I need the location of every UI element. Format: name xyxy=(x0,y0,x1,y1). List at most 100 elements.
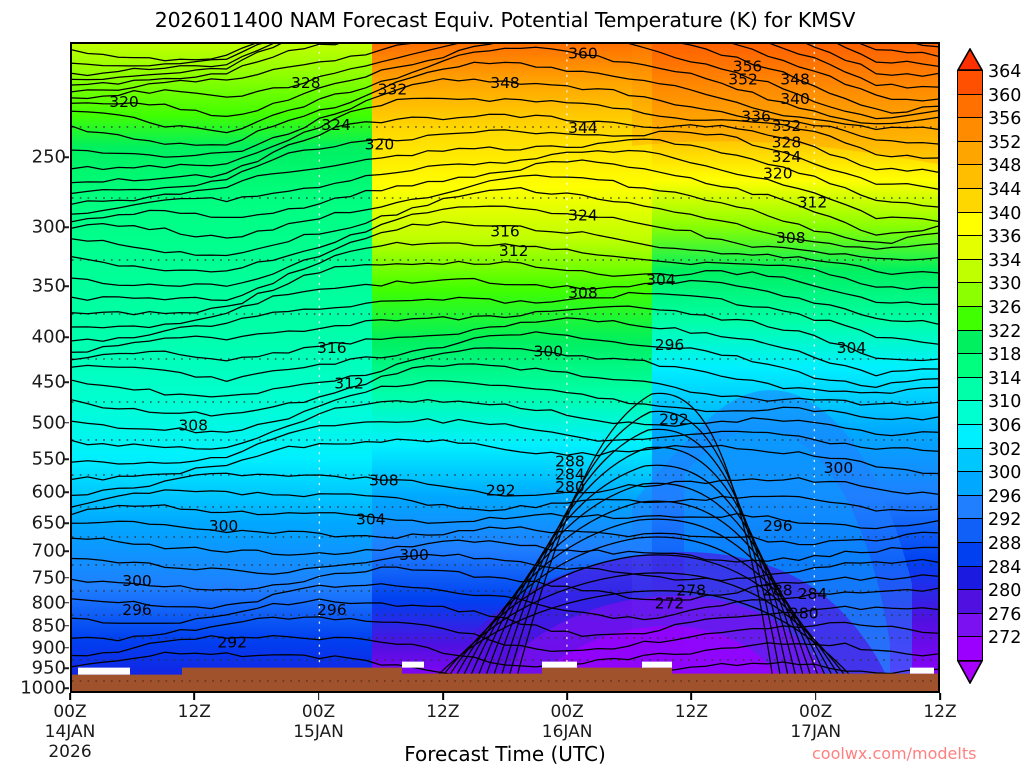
contour-label: 320 xyxy=(109,93,139,111)
contour-label-text: 300 xyxy=(824,459,854,477)
colorbar-tick-label: 272 xyxy=(988,628,1022,649)
contour-label-text: 332 xyxy=(378,80,408,98)
y-tick-label: 950 xyxy=(31,657,66,679)
y-tick-label: 1000 xyxy=(20,677,66,699)
contour-label-text: 304 xyxy=(646,271,676,289)
contour-label: 284 xyxy=(555,465,585,483)
y-tick-mark xyxy=(63,667,69,670)
colorbar-swatch xyxy=(957,93,983,119)
colorbar-swatch xyxy=(957,188,983,213)
colorbar-swatch xyxy=(957,494,983,520)
contour-label-text: 300 xyxy=(534,342,564,360)
colorbar-tick-label: 302 xyxy=(988,439,1022,460)
contour-label-text: 324 xyxy=(568,207,598,225)
contour-label: 356 xyxy=(733,58,763,76)
y-tick-label: 900 xyxy=(31,637,66,659)
contour-label: 328 xyxy=(772,133,802,151)
x-tick-mark xyxy=(566,693,568,700)
contour-label-text: 304 xyxy=(837,339,867,357)
contour-line xyxy=(72,260,938,316)
colorbar-swatch xyxy=(957,117,983,143)
contour-line xyxy=(72,438,938,481)
x-tick-day: 17JAN xyxy=(790,722,842,742)
contour-label-text: 320 xyxy=(365,135,395,153)
y-tick-label: 850 xyxy=(31,615,66,637)
contour-label: 284 xyxy=(798,585,828,603)
contour-line xyxy=(72,44,938,81)
contour-label-text: 284 xyxy=(555,465,585,483)
contour-label: 292 xyxy=(659,410,689,428)
x-tick-label-group: 00Z 15JAN xyxy=(293,702,344,742)
contour-line xyxy=(72,520,938,546)
contour-label: 332 xyxy=(772,117,802,135)
contour-line xyxy=(72,305,938,362)
contour-line xyxy=(72,537,938,563)
y-tick-mark xyxy=(63,226,69,228)
contour-line xyxy=(488,446,800,691)
contour-line xyxy=(72,44,938,120)
contour-line xyxy=(72,44,938,62)
contour-line xyxy=(72,277,938,329)
colorbar: 364 360 356 352 348 344 340 336 334 330 326 322 318 3… xyxy=(952,42,1024,685)
contour-label-text: 324 xyxy=(321,116,351,134)
x-tick-mark xyxy=(69,693,71,700)
x-tick-label-group: 12Z xyxy=(675,702,708,722)
x-tick-day: 15JAN xyxy=(293,722,344,742)
contour-line xyxy=(72,291,938,345)
colorbar-swatch xyxy=(957,424,983,449)
contour-lines xyxy=(72,44,938,691)
contour-line xyxy=(72,138,938,208)
contour-line xyxy=(512,392,776,691)
x-tick-mark xyxy=(690,693,693,700)
colorbar-swatch xyxy=(957,612,983,638)
contour-label-text: 312 xyxy=(499,242,529,260)
colorbar-swatch xyxy=(957,518,983,544)
contour-line xyxy=(72,129,938,195)
colorbar-tick-label: 352 xyxy=(988,132,1022,153)
x-tick-label-group: 00Z 16JAN xyxy=(542,702,593,742)
contour-label: 348 xyxy=(780,71,810,89)
contour-line xyxy=(72,418,938,465)
x-tick-time: 00Z xyxy=(53,702,87,722)
contour-label: 308 xyxy=(369,472,399,490)
contour-label-text: 340 xyxy=(780,90,810,108)
y-tick-label: 300 xyxy=(31,216,66,238)
y-tick-label: 400 xyxy=(31,326,66,348)
colorbar-tick-label: 322 xyxy=(988,321,1022,342)
contour-label-text: 352 xyxy=(728,71,758,89)
contour-line xyxy=(72,78,938,158)
y-tick-mark xyxy=(63,522,69,524)
y-tick-mark xyxy=(63,687,69,689)
contour-label-text: 304 xyxy=(356,511,386,529)
y-tick-mark xyxy=(63,458,69,460)
contour-line xyxy=(72,566,938,601)
contour-label: 280 xyxy=(789,604,819,622)
x-tick-mark xyxy=(193,693,196,700)
contour-label: 344 xyxy=(568,119,598,137)
contour-label: 292 xyxy=(486,481,516,499)
colorbar-tick-label: 348 xyxy=(988,156,1022,177)
contour-label-text: 332 xyxy=(772,117,802,135)
colorbar-tick-label: 306 xyxy=(988,416,1022,436)
y-tick-mark xyxy=(63,550,69,553)
contour-label-text: 348 xyxy=(780,71,810,89)
contour-label: 280 xyxy=(555,478,585,496)
x-tick-time: 12Z xyxy=(674,702,709,722)
x-tick-time: 12Z xyxy=(177,702,211,722)
x-tick-day: 14JAN xyxy=(44,722,96,742)
colorbar-tick-label: 340 xyxy=(988,203,1022,224)
contour-label: 324 xyxy=(568,207,598,225)
contour-label-text: 284 xyxy=(798,585,828,603)
contour-label-text: 356 xyxy=(733,58,763,76)
contour-label: 308 xyxy=(568,284,598,302)
contour-label: 288 xyxy=(763,582,793,600)
x-tick-mark xyxy=(939,693,941,700)
y-tick-label: 700 xyxy=(31,540,66,562)
contour-line xyxy=(72,347,938,398)
contour-label-text: 296 xyxy=(655,336,685,354)
contour-line xyxy=(72,241,938,302)
colorbar-tick-label: 300 xyxy=(988,463,1022,484)
y-tick-mark xyxy=(63,491,69,494)
